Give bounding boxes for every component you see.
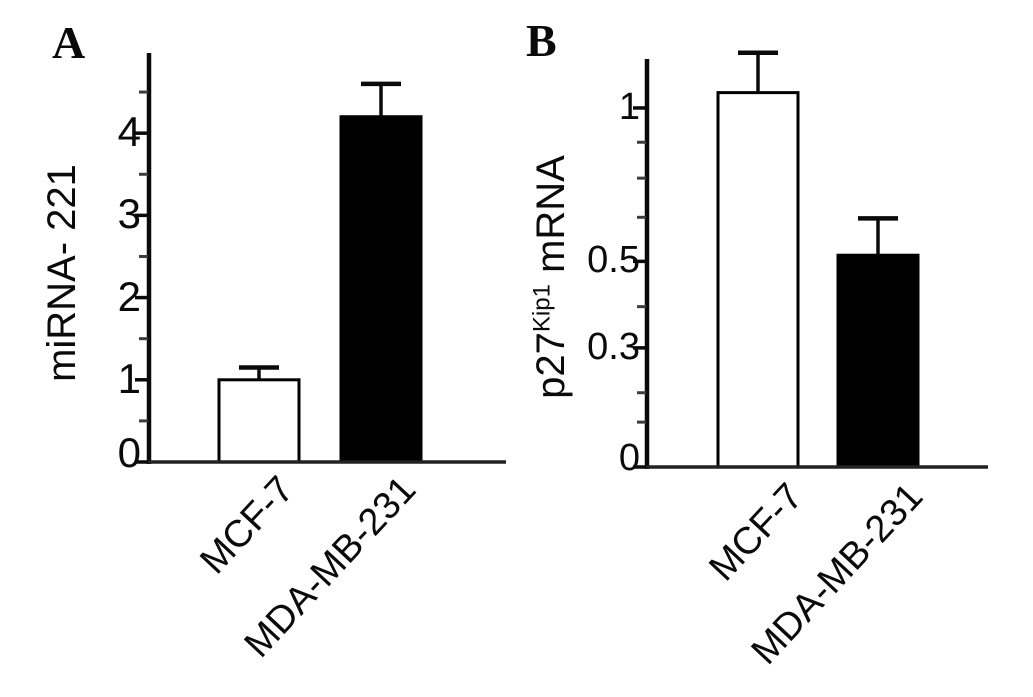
bar-mcf-7-panel-b — [716, 91, 800, 469]
y-tick-label-1-panel-a: 1 — [117, 354, 141, 402]
panel-a-label: A — [52, 17, 86, 68]
panel-b-label: B — [526, 15, 557, 66]
y-tick-label-0.3-panel-b: 0.3 — [587, 326, 640, 369]
y-tick-label-0-panel-b: 0 — [618, 437, 640, 480]
bar-mda-mb-231-panel-a — [339, 115, 423, 464]
bar-mcf-7-panel-a — [217, 378, 301, 464]
bar-mda-mb-231-panel-b — [836, 253, 920, 469]
y-tick-label-3-panel-a: 3 — [117, 190, 141, 238]
y-tick-label-4-panel-a: 4 — [117, 108, 141, 156]
panel-b-y-axis-title-superscript: Kip1 — [528, 284, 556, 333]
y-tick-label-2-panel-a: 2 — [117, 272, 141, 320]
y-tick-label-0-panel-a: 0 — [117, 429, 141, 477]
y-tick-label-1-panel-b: 1 — [618, 86, 640, 129]
y-tick-label-0.5-panel-b: 0.5 — [587, 239, 640, 282]
